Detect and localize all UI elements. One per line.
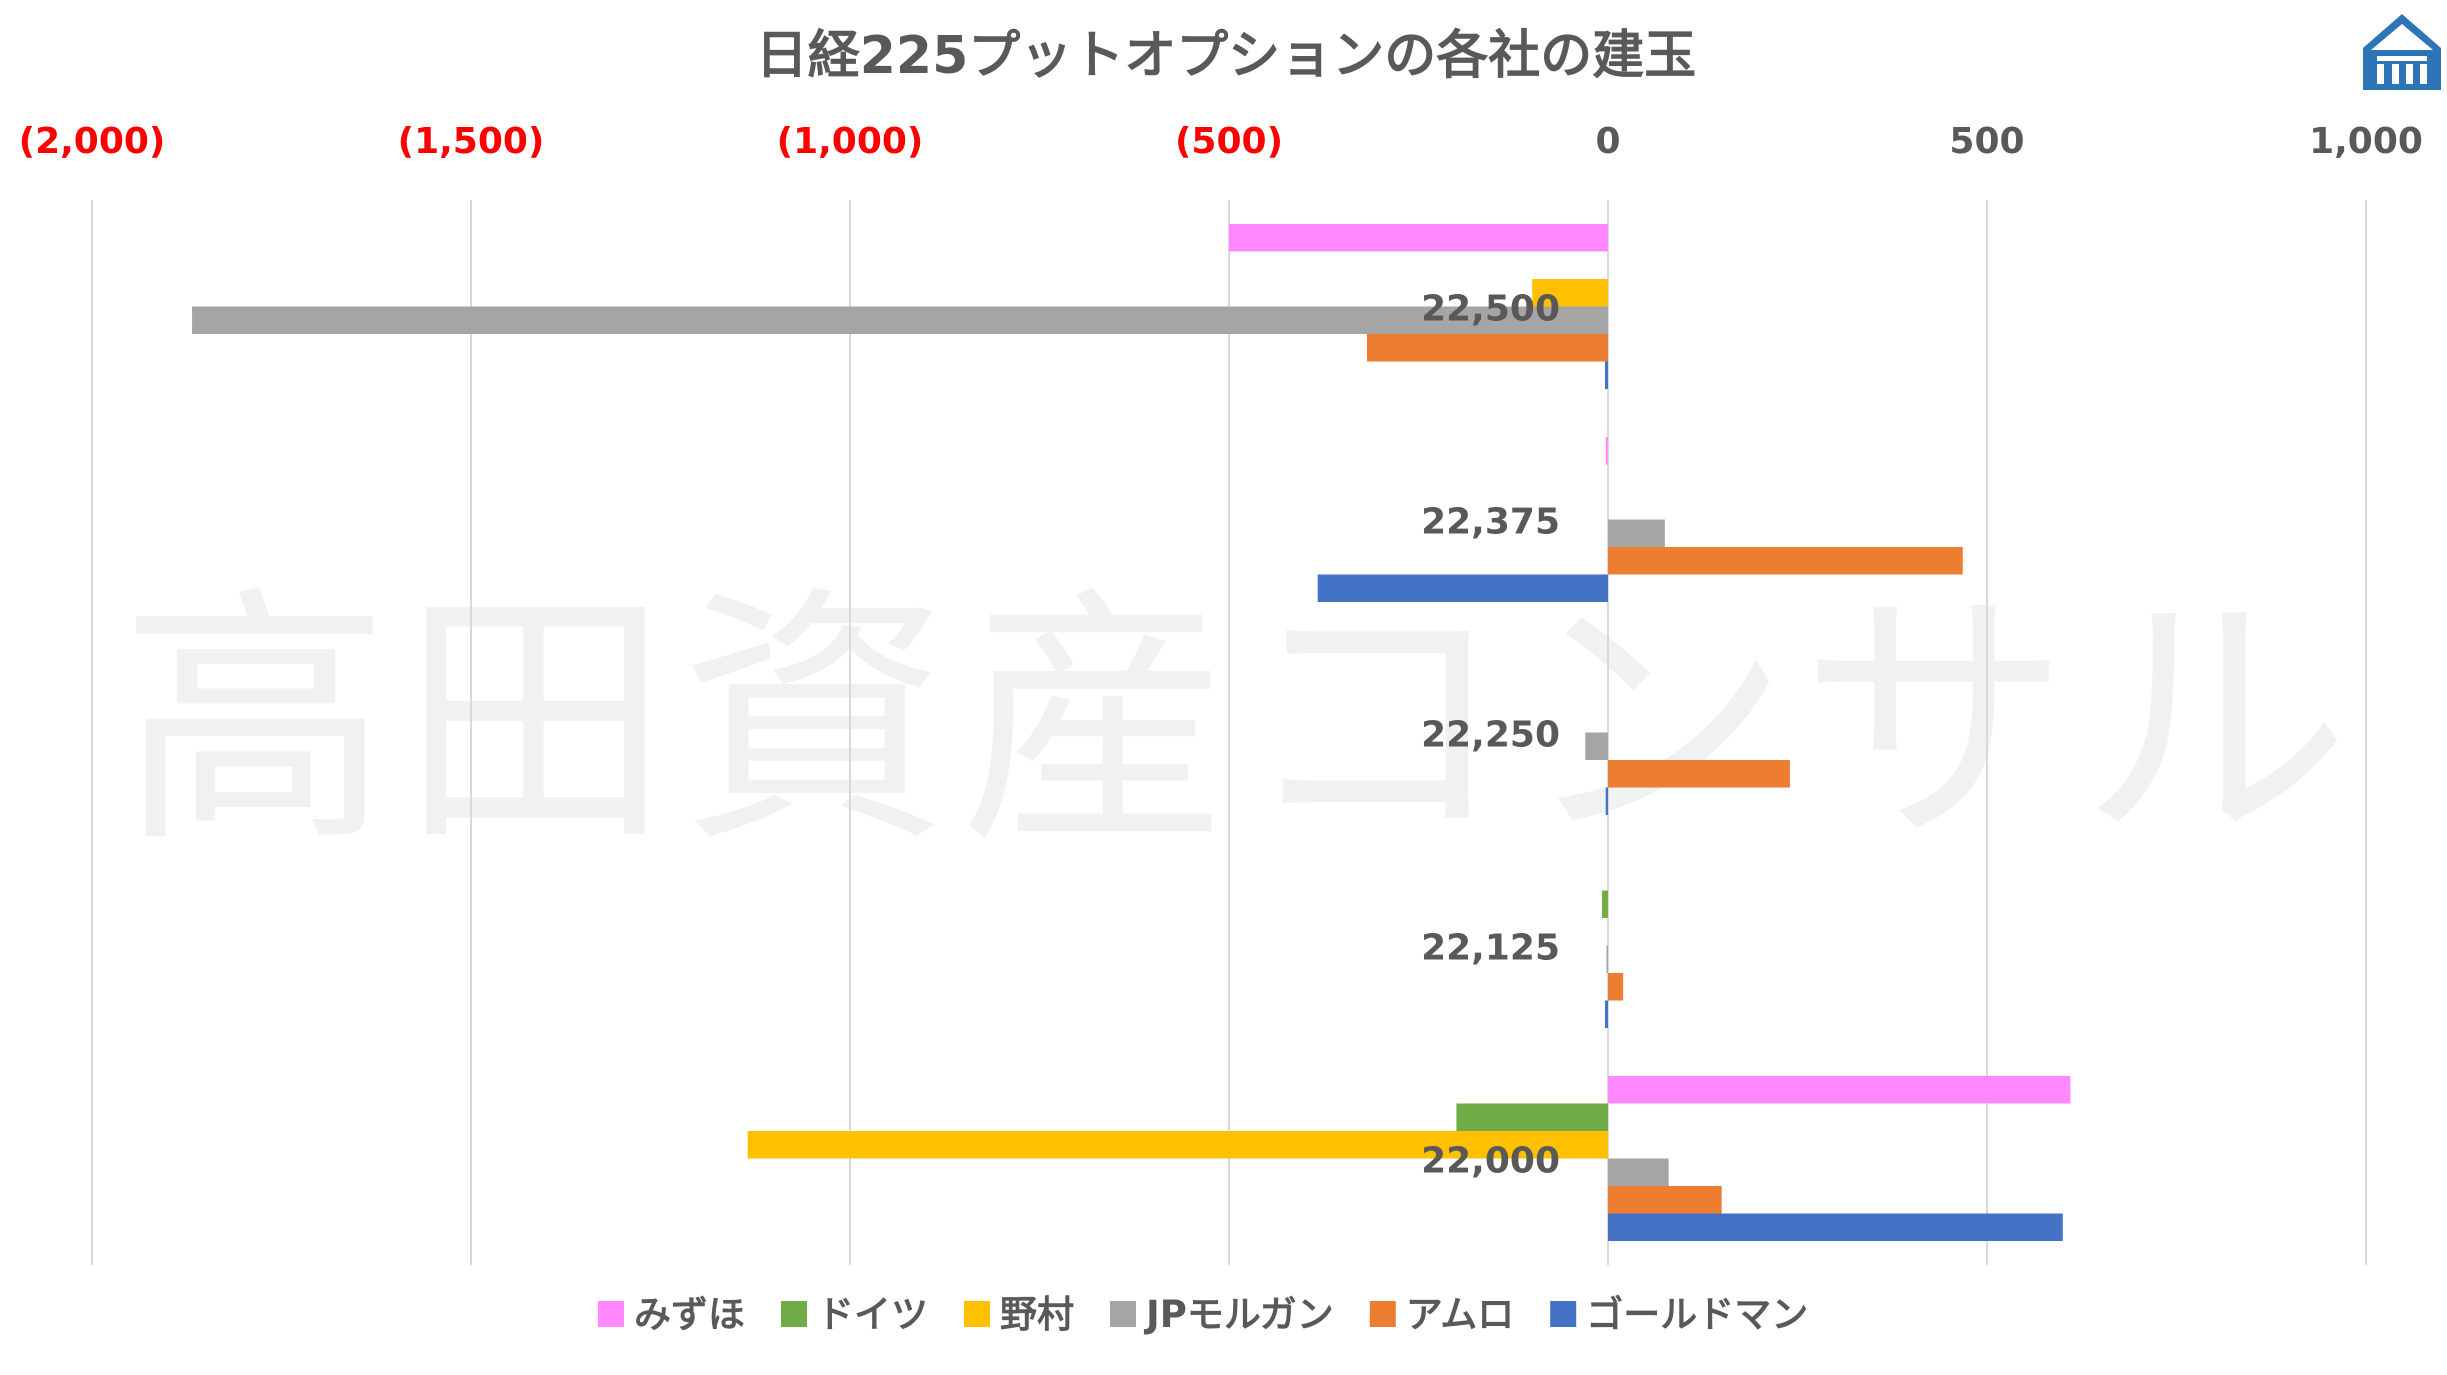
x-tick-label: (500) [1175, 121, 1283, 162]
category-label: 22,125 [1421, 928, 1560, 969]
bar [1608, 547, 1963, 575]
legend-label: ドイツ [817, 1293, 928, 1336]
bars [192, 224, 2071, 1241]
legend-swatch [1369, 1301, 1396, 1327]
x-tick-label: (1,000) [777, 121, 924, 162]
legend-label: JPモルガン [1143, 1293, 1334, 1336]
bar [1608, 973, 1624, 1001]
bar [1585, 732, 1608, 760]
bar [1608, 1186, 1722, 1214]
bar [1601, 890, 1608, 918]
legend-label: みずほ [634, 1293, 745, 1336]
bar [1606, 945, 1608, 973]
bar [1604, 1000, 1608, 1028]
x-tick-label: 1,000 [2309, 121, 2423, 162]
x-tick-label: 500 [1949, 121, 2024, 162]
bar [1456, 1103, 1608, 1131]
bar [1604, 361, 1608, 389]
category-label: 22,000 [1421, 1141, 1560, 1182]
legend: みずほ ドイツ 野村 JPモルガン アムロ ゴールドマン [598, 1293, 1808, 1336]
bar [1608, 1076, 2071, 1104]
bar [192, 306, 1608, 334]
legend-swatch [598, 1301, 624, 1327]
bar [1366, 334, 1608, 362]
category-label: 22,250 [1421, 715, 1560, 756]
bar [1532, 279, 1608, 307]
category-label: 22,500 [1421, 289, 1560, 330]
legend-label: 野村 [1000, 1293, 1074, 1336]
watermark: 高田資産コンサル [120, 564, 2360, 879]
category-labels: 22,500 22,375 22,250 22,125 22,000 [1421, 289, 1560, 1182]
x-axis-ticks: (2,000) (1,500) (1,000) (500) 0 500 1,000 [19, 121, 2423, 162]
bar [1608, 1158, 1669, 1186]
bar [1605, 437, 1608, 465]
legend-label: ゴールドマン [1586, 1293, 1808, 1336]
category-label: 22,375 [1421, 502, 1560, 543]
bar [1317, 574, 1608, 602]
bar [1605, 787, 1608, 815]
legend-swatch [781, 1301, 807, 1327]
x-tick-label: (2,000) [19, 121, 166, 162]
bar [1608, 760, 1790, 788]
legend-label: アムロ [1406, 1293, 1514, 1336]
legend-swatch [1550, 1301, 1577, 1327]
legend-swatch [964, 1301, 990, 1327]
legend-swatch [1110, 1301, 1136, 1327]
bar [1608, 519, 1665, 547]
x-tick-label: (1,500) [398, 121, 545, 162]
x-tick-label: 0 [1595, 121, 1620, 162]
bar [1608, 1213, 2063, 1241]
chart-title: 日経225プットオプションの各社の建玉 [756, 26, 1697, 86]
bar [747, 1131, 1608, 1159]
bar [1229, 224, 1608, 252]
building-logo-icon [2363, 14, 2441, 90]
